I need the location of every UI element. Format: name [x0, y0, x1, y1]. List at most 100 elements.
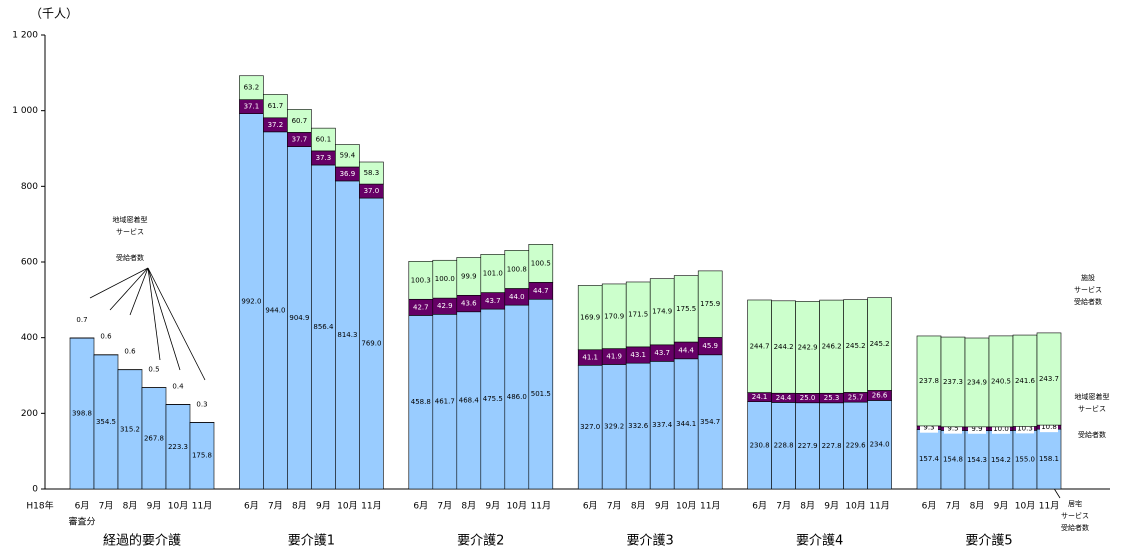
data-label: 0.3: [196, 400, 207, 408]
annotation: サービス: [1078, 404, 1106, 413]
data-label: 9.3: [923, 424, 934, 432]
annotation: 施設: [1081, 273, 1095, 282]
x-tick-label: 10月: [845, 501, 865, 512]
data-label: 99.9: [461, 272, 477, 280]
bar-segment: [697, 354, 723, 490]
bar-segment: [165, 404, 191, 490]
label-bg: [1040, 422, 1058, 433]
x-tick-label: 8月: [123, 501, 138, 512]
x-tick-label: 6月: [75, 501, 90, 512]
bar-segment: [456, 311, 482, 490]
bar-segment: [771, 300, 796, 394]
x-tick-label: 8月: [800, 501, 815, 512]
data-label: 337.4: [652, 421, 673, 429]
unit-label: （千人）: [30, 7, 78, 21]
data-label: 25.0: [800, 394, 816, 402]
data-label: 25.3: [824, 394, 840, 402]
data-label: 61.7: [268, 102, 284, 110]
data-label: 267.8: [144, 434, 164, 442]
data-label: 25.7: [848, 393, 864, 401]
data-label: 154.2: [991, 456, 1011, 464]
data-label: 241.6: [1015, 377, 1036, 385]
data-label: 44.4: [678, 346, 694, 354]
data-label: 100.3: [411, 276, 431, 284]
annotation: 居宅: [1068, 499, 1082, 508]
data-label: 41.1: [582, 354, 598, 362]
label-bg: [920, 422, 938, 433]
data-label: 170.9: [604, 312, 624, 320]
label-bg: [944, 423, 962, 434]
data-label: 486.0: [507, 393, 527, 401]
data-label: 315.2: [120, 425, 140, 433]
data-label: 237.8: [919, 377, 939, 385]
label-bg: [992, 423, 1010, 434]
data-label: 175.5: [676, 305, 696, 313]
x-tick-label: 11月: [1039, 501, 1059, 512]
bar-segment: [141, 387, 167, 490]
bar-segment: [528, 298, 554, 490]
data-label: 9.5: [947, 425, 958, 433]
data-label: 245.2: [846, 342, 866, 350]
data-label: 26.6: [872, 391, 888, 399]
data-label: 992.0: [241, 297, 261, 305]
data-label: 157.4: [919, 455, 940, 463]
annotation: 地域密着型: [113, 215, 148, 224]
bar-segment: [480, 254, 506, 293]
data-label: 100.8: [507, 265, 527, 273]
x-tick-label: 7月: [437, 501, 452, 512]
data-label: 158.1: [1039, 455, 1059, 463]
x-tick-label: 9月: [994, 501, 1009, 512]
x-tick-label: 9月: [316, 501, 331, 512]
y-tick-label: 600: [21, 258, 38, 268]
bar-segment: [577, 285, 603, 351]
x-tick-label: 10月: [1015, 501, 1035, 512]
data-label: 501.5: [531, 390, 551, 398]
data-label: 229.6: [846, 442, 867, 450]
bar-segment: [795, 301, 820, 394]
x-tick-label: 10月: [676, 501, 696, 512]
data-label: 244.7: [750, 342, 770, 350]
data-label: 228.8: [774, 442, 794, 450]
data-label: 41.9: [606, 353, 622, 361]
group-label: 要介護1: [288, 533, 335, 549]
data-label: 37.2: [268, 121, 284, 129]
data-label: 174.9: [652, 308, 672, 316]
data-label: 37.0: [364, 187, 380, 195]
bar-segment: [795, 402, 820, 490]
x-tick-label: 9月: [824, 501, 839, 512]
data-label: 175.8: [192, 452, 212, 460]
data-label: 223.3: [168, 443, 188, 451]
x-tick-label: 11月: [869, 501, 889, 512]
bar-segment: [263, 94, 288, 119]
bar-segment: [480, 308, 506, 490]
data-label: 856.4: [313, 323, 334, 331]
x-note: 審査分: [68, 516, 95, 528]
data-label: 60.7: [292, 117, 308, 125]
annotation: 受給者数: [116, 253, 144, 262]
data-label: 10.3: [1017, 424, 1033, 432]
data-label: 36.9: [340, 170, 356, 178]
data-label: 244.2: [774, 343, 794, 351]
bar-segment: [747, 299, 772, 393]
group-label: 要介護4: [796, 533, 843, 549]
data-label: 468.4: [459, 396, 480, 404]
data-label: 42.9: [437, 302, 453, 310]
y-tick-label: 1 200: [12, 31, 38, 41]
data-label: 332.6: [628, 422, 649, 430]
x-tick-label: 8月: [970, 501, 985, 512]
data-label: 44.0: [509, 293, 525, 301]
data-label: 24.4: [776, 394, 792, 402]
bar-segment: [263, 131, 288, 490]
label-bg: [968, 423, 986, 434]
data-label: 43.7: [654, 349, 670, 357]
bar-segment: [649, 361, 675, 490]
x-tick-label: 7月: [99, 501, 114, 512]
data-label: 101.0: [483, 269, 503, 277]
x-tick-label: 11月: [361, 501, 381, 512]
bar-segment: [359, 161, 384, 185]
bar-segment: [867, 400, 892, 490]
group-label: 要介護5: [965, 533, 1012, 549]
bar-segment: [819, 299, 844, 394]
data-label: 37.7: [292, 136, 308, 144]
